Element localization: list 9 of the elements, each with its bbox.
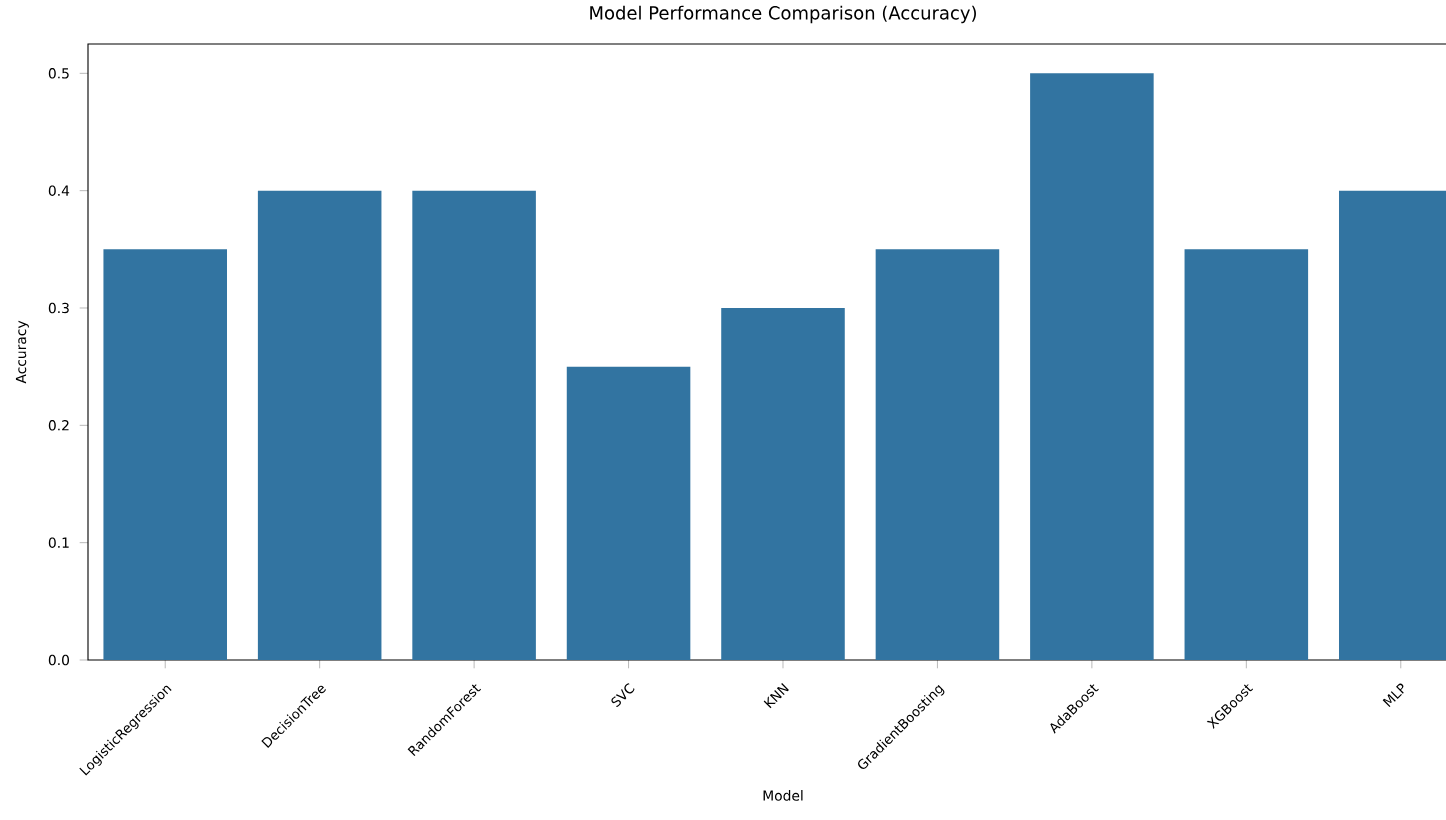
bar [257, 190, 382, 660]
bar [566, 366, 691, 660]
bar [875, 249, 1000, 660]
bar [1184, 249, 1309, 660]
bar [1030, 73, 1154, 660]
bar [721, 308, 845, 660]
bar [103, 249, 227, 660]
bar [412, 190, 536, 660]
chart-title: Model Performance Comparison (Accuracy) [590, 5, 976, 24]
